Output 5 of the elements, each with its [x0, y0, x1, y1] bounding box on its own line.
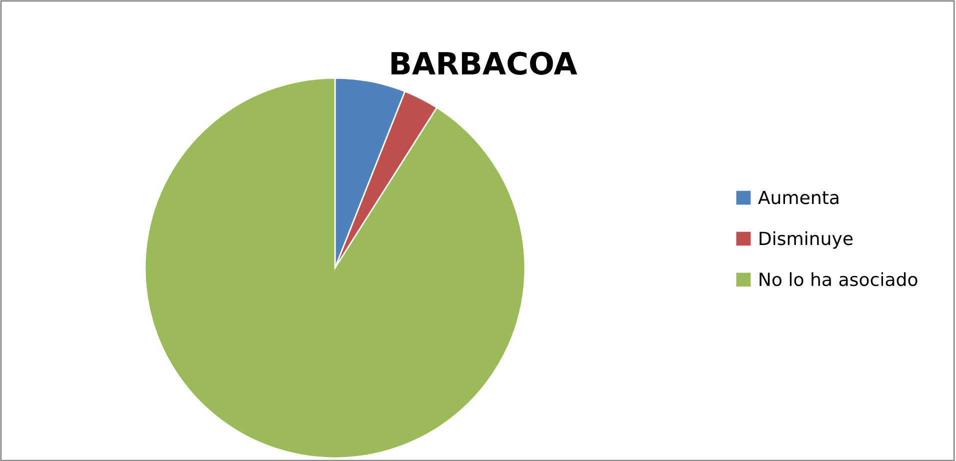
chart-title: BARBACOA — [391, 52, 578, 75]
legend-label: Aumenta — [758, 190, 838, 204]
legend-label: No lo ha asociado — [760, 272, 918, 286]
pie-slice — [144, 77, 526, 459]
legend-label: Disminuye — [760, 231, 853, 249]
